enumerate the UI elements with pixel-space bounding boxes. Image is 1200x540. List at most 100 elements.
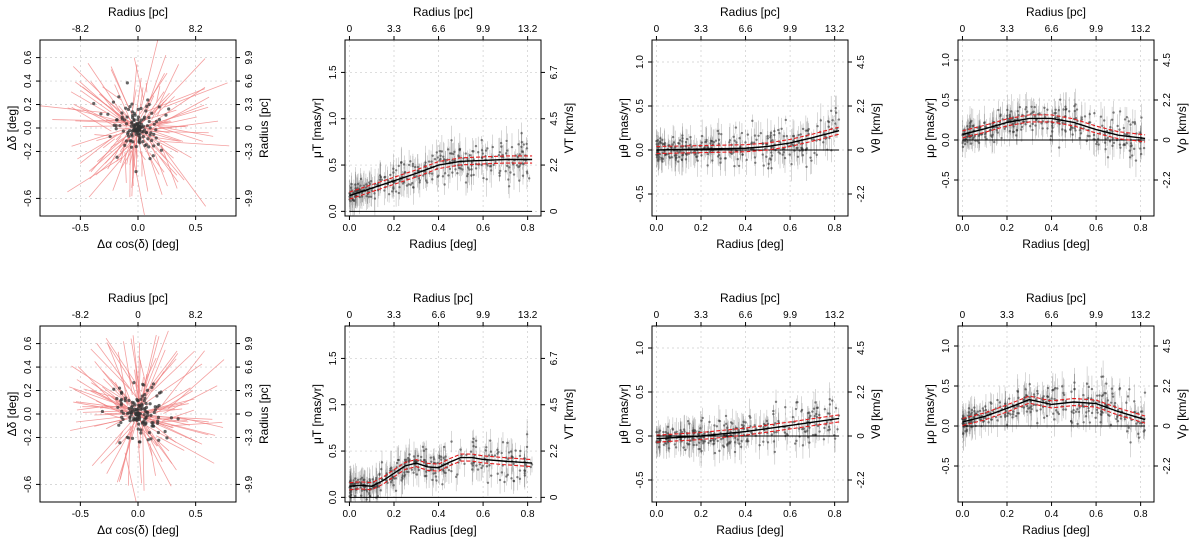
proper-motion-vector	[73, 66, 125, 118]
data-point	[791, 415, 795, 419]
data-point	[806, 411, 810, 415]
proper-motion-vector	[137, 73, 165, 123]
star-point	[142, 115, 147, 119]
data-point	[441, 483, 444, 486]
data-point	[718, 449, 721, 453]
star-point	[147, 119, 151, 124]
data-point	[390, 190, 394, 193]
data-point	[464, 152, 467, 155]
y-tick-label: -0.2	[23, 142, 34, 160]
data-point	[667, 447, 671, 450]
data-point	[1126, 430, 1129, 433]
data-point	[450, 440, 453, 443]
data-point	[425, 470, 428, 473]
data-point	[660, 156, 663, 160]
top-tick-label: -8.2	[72, 310, 90, 321]
data-point	[468, 154, 472, 157]
data-point	[414, 460, 417, 463]
data-point	[1085, 382, 1089, 385]
star-point	[119, 401, 123, 406]
right-tick-label: 6.6	[244, 74, 255, 88]
data-point	[758, 444, 761, 447]
data-point	[398, 179, 401, 183]
data-point	[1006, 108, 1009, 112]
proper-motion-vector	[176, 416, 224, 428]
star-point	[134, 170, 138, 174]
data-point	[1050, 397, 1053, 400]
star-point	[125, 411, 130, 416]
star-point	[138, 412, 142, 416]
data-point	[773, 450, 777, 454]
data-point	[837, 118, 841, 121]
star-point	[149, 413, 153, 417]
data-point	[1128, 149, 1132, 152]
data-point	[1097, 143, 1100, 146]
data-point	[981, 407, 985, 410]
top-tick-label: 9.9	[783, 24, 797, 35]
right-tick-label: 4.5	[856, 341, 867, 355]
top-tick-label: 3.3	[387, 24, 401, 35]
data-point	[828, 412, 831, 415]
data-point	[808, 426, 811, 429]
data-point	[500, 471, 504, 474]
right-tick-label: 0	[1162, 423, 1173, 429]
data-point	[1016, 117, 1019, 121]
data-point	[702, 440, 705, 443]
data-point	[518, 153, 521, 156]
y-tick-label: 0.6	[23, 336, 34, 350]
data-point	[1072, 411, 1075, 415]
x-tick-label: 0.0	[131, 509, 145, 520]
right-tick-label: 0	[856, 147, 867, 153]
proper-motion-vector	[149, 443, 156, 476]
proper-motion-vector	[69, 386, 136, 411]
data-point	[678, 155, 681, 159]
data-point	[447, 468, 451, 472]
proper-motion-vector	[162, 350, 205, 406]
proper-motion-vector	[138, 355, 147, 388]
star-point	[117, 423, 121, 427]
x-tick-label: 0.5	[189, 509, 203, 520]
star-point	[115, 155, 119, 159]
proper-motion-vector	[94, 361, 128, 403]
data-point	[1125, 141, 1128, 145]
data-point	[362, 184, 366, 187]
data-point	[711, 159, 714, 162]
data-point	[716, 129, 719, 133]
data-point	[1008, 113, 1011, 117]
data-point	[772, 409, 775, 413]
right-tick-label: -9.9	[244, 475, 255, 493]
data-point	[773, 129, 776, 133]
data-point	[732, 135, 735, 138]
data-point	[668, 155, 671, 158]
proper-motion-vector	[70, 418, 131, 431]
data-point	[685, 137, 689, 141]
data-point	[1128, 156, 1132, 159]
right-tick-label: 3.3	[244, 97, 255, 111]
data-point	[978, 418, 982, 421]
data-point	[1003, 127, 1006, 130]
data-point	[1008, 115, 1012, 119]
data-point	[523, 472, 526, 475]
data-point	[1017, 114, 1020, 117]
data-point	[736, 438, 740, 441]
data-point	[693, 150, 696, 153]
data-point	[359, 478, 362, 481]
data-point	[765, 155, 768, 158]
star-point	[144, 410, 148, 414]
x-tick-label: 0.6	[1089, 509, 1103, 520]
data-point	[407, 163, 411, 167]
data-point	[417, 177, 421, 180]
data-point	[1008, 130, 1011, 133]
proper-motion-vector	[167, 359, 225, 410]
y-tick-label: 0.0	[328, 490, 339, 504]
data-point	[972, 136, 976, 139]
data-point	[1108, 140, 1112, 143]
data-point	[983, 121, 986, 125]
data-point	[724, 422, 728, 426]
data-point	[834, 122, 837, 125]
star-point	[134, 408, 139, 412]
star-point	[155, 394, 159, 398]
star-point	[123, 399, 127, 403]
data-point	[814, 433, 818, 437]
star-point	[139, 397, 143, 401]
